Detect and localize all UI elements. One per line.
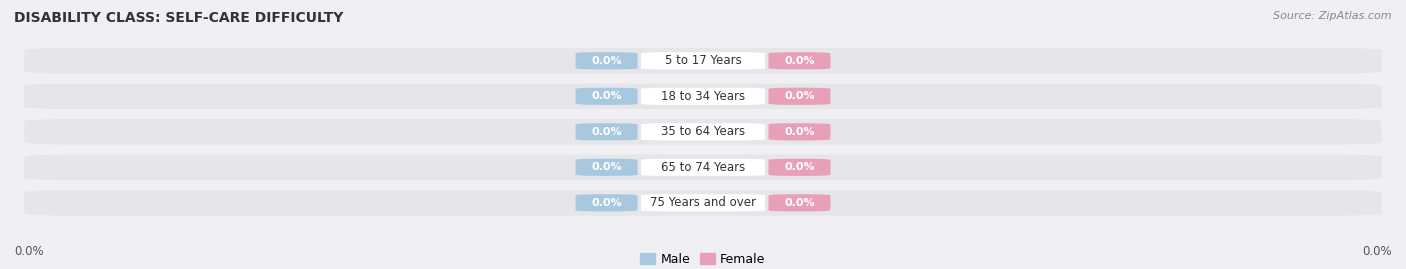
- Text: 75 Years and over: 75 Years and over: [650, 196, 756, 209]
- Text: 0.0%: 0.0%: [785, 198, 814, 208]
- FancyBboxPatch shape: [769, 123, 831, 140]
- FancyBboxPatch shape: [641, 123, 765, 140]
- Text: 0.0%: 0.0%: [14, 245, 44, 258]
- FancyBboxPatch shape: [24, 154, 1382, 180]
- Text: 0.0%: 0.0%: [592, 127, 621, 137]
- Text: 0.0%: 0.0%: [785, 162, 814, 172]
- Text: 0.0%: 0.0%: [592, 198, 621, 208]
- FancyBboxPatch shape: [769, 194, 831, 211]
- Text: 0.0%: 0.0%: [785, 56, 814, 66]
- FancyBboxPatch shape: [575, 123, 637, 140]
- FancyBboxPatch shape: [24, 190, 1382, 216]
- FancyBboxPatch shape: [641, 52, 765, 69]
- Text: 0.0%: 0.0%: [785, 91, 814, 101]
- Text: 5 to 17 Years: 5 to 17 Years: [665, 54, 741, 67]
- Text: 0.0%: 0.0%: [592, 91, 621, 101]
- Text: Source: ZipAtlas.com: Source: ZipAtlas.com: [1274, 11, 1392, 21]
- Legend: Male, Female: Male, Female: [636, 248, 770, 269]
- Text: 0.0%: 0.0%: [592, 56, 621, 66]
- FancyBboxPatch shape: [24, 83, 1382, 109]
- FancyBboxPatch shape: [769, 159, 831, 176]
- Text: 65 to 74 Years: 65 to 74 Years: [661, 161, 745, 174]
- FancyBboxPatch shape: [641, 194, 765, 211]
- FancyBboxPatch shape: [575, 52, 637, 69]
- Text: 0.0%: 0.0%: [592, 162, 621, 172]
- Text: DISABILITY CLASS: SELF-CARE DIFFICULTY: DISABILITY CLASS: SELF-CARE DIFFICULTY: [14, 11, 343, 25]
- FancyBboxPatch shape: [575, 88, 637, 105]
- FancyBboxPatch shape: [575, 194, 637, 211]
- FancyBboxPatch shape: [641, 159, 765, 176]
- FancyBboxPatch shape: [575, 159, 637, 176]
- Text: 18 to 34 Years: 18 to 34 Years: [661, 90, 745, 103]
- Text: 35 to 64 Years: 35 to 64 Years: [661, 125, 745, 138]
- FancyBboxPatch shape: [641, 88, 765, 105]
- Text: 0.0%: 0.0%: [785, 127, 814, 137]
- FancyBboxPatch shape: [24, 119, 1382, 145]
- FancyBboxPatch shape: [769, 88, 831, 105]
- Text: 0.0%: 0.0%: [1362, 245, 1392, 258]
- FancyBboxPatch shape: [24, 48, 1382, 74]
- FancyBboxPatch shape: [769, 52, 831, 69]
